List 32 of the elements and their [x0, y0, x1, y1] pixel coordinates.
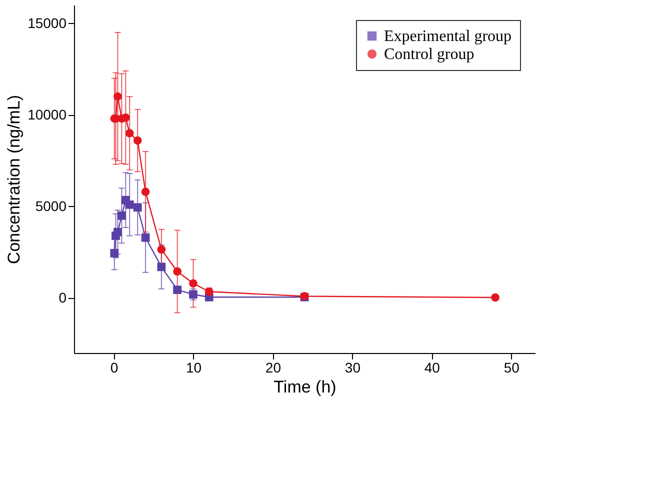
point	[114, 92, 122, 101]
y-axis-title: Concentration (ng/mL)	[4, 94, 24, 264]
legend-label: Control group	[384, 46, 474, 63]
point	[110, 248, 119, 258]
point	[157, 262, 166, 272]
y-tick-label: 5000	[35, 198, 67, 214]
y-tick-label: 15000	[28, 14, 67, 31]
point	[133, 203, 142, 212]
x-tick-label: 50	[504, 360, 520, 376]
point	[157, 245, 166, 254]
legend-label: Experimental group	[384, 28, 512, 45]
x-tick-label: 40	[424, 360, 440, 376]
point	[141, 233, 150, 242]
point	[173, 267, 182, 276]
point	[114, 228, 122, 236]
point	[189, 279, 198, 288]
x-tick-label: 0	[110, 360, 118, 376]
x-tick-label: 30	[344, 360, 361, 376]
point	[141, 188, 150, 196]
y-tick-label: 0	[58, 290, 67, 306]
point	[133, 136, 142, 145]
point	[118, 211, 126, 220]
point	[491, 293, 500, 302]
point	[204, 287, 214, 296]
point	[125, 129, 134, 138]
point	[173, 286, 182, 294]
point	[125, 200, 134, 209]
x-tick-label: 10	[186, 360, 202, 376]
y-tick-label: 10000	[28, 106, 67, 122]
point	[189, 290, 198, 299]
x-tick-label: 20	[265, 360, 282, 376]
x-axis-title: Time (h)	[274, 378, 336, 396]
